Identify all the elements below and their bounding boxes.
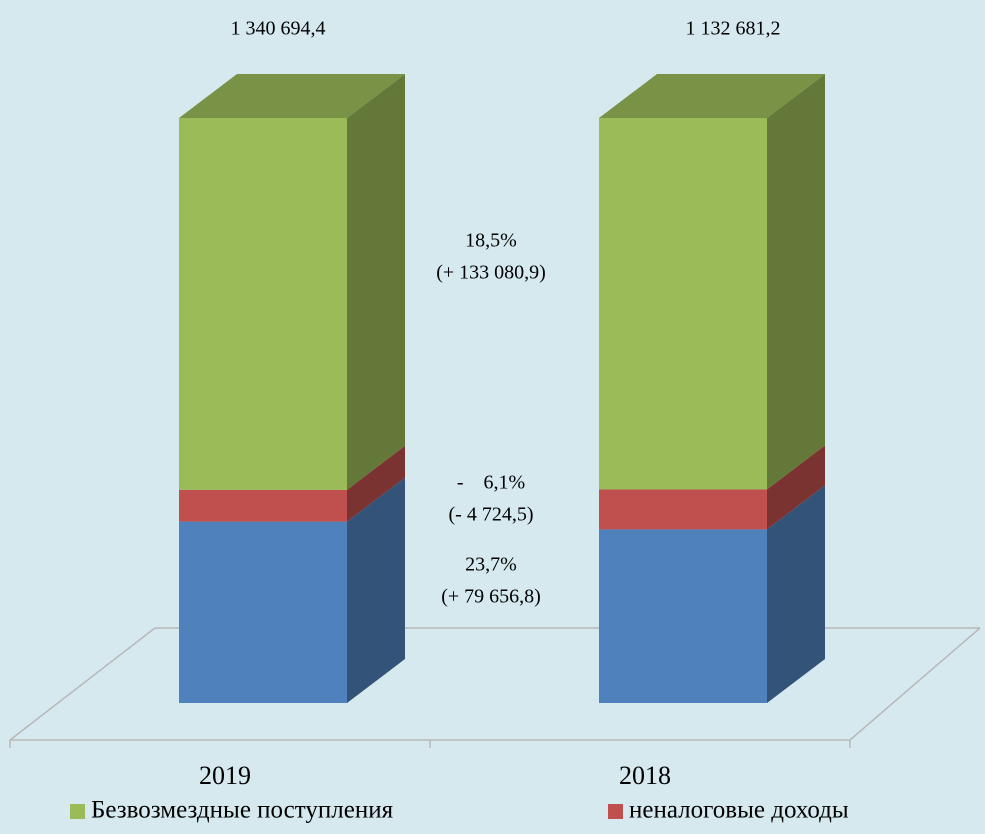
- x-tick-label: 2018: [619, 761, 671, 790]
- annotation: 18,5%: [465, 230, 517, 252]
- legend-swatch: [608, 804, 623, 819]
- annotation: (+ 133 080,9): [436, 262, 546, 284]
- bar-side: [347, 477, 405, 703]
- bar-side: [767, 445, 825, 530]
- bar-front: [599, 118, 767, 490]
- annotation: 23,7%: [465, 554, 517, 576]
- bar-front: [179, 489, 347, 522]
- legend-label: неналоговые доходы: [629, 797, 849, 824]
- bar-top: [179, 74, 405, 119]
- total-label: 1 340 694,4: [231, 18, 326, 40]
- bar-front: [599, 529, 767, 703]
- legend-swatch: [70, 804, 85, 819]
- x-tick-label: 2019: [199, 761, 251, 790]
- bar-front: [179, 521, 347, 703]
- total-label: 1 132 681,2: [686, 18, 781, 40]
- annotation: - 6,1%: [457, 472, 525, 494]
- bar-top: [599, 74, 825, 119]
- bar-side: [767, 485, 825, 703]
- bar-side: [767, 74, 825, 490]
- bar-side: [347, 74, 405, 490]
- annotation: (- 4 724,5): [449, 504, 534, 526]
- legend-label: Безвозмездные поступления: [91, 797, 394, 824]
- bar-front: [599, 489, 767, 530]
- floor-left: [9, 627, 156, 741]
- bar-side: [347, 445, 405, 522]
- annotation: (+ 79 656,8): [441, 586, 541, 608]
- bar-front: [179, 118, 347, 490]
- floor-right: [849, 627, 981, 741]
